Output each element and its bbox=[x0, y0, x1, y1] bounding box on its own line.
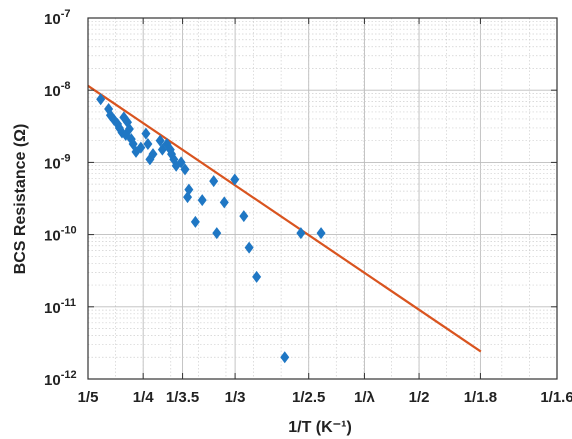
data-point bbox=[184, 183, 194, 196]
x-tick-label: 1/2.5 bbox=[292, 389, 325, 406]
x-tick-label: 1/λ bbox=[354, 389, 376, 406]
y-axis-title: BCS Resistance (Ω) bbox=[12, 124, 29, 275]
x-tick-label: 1/3 bbox=[225, 389, 246, 406]
data-point bbox=[239, 210, 249, 223]
data-point bbox=[96, 93, 106, 106]
x-tick-label: 1/4 bbox=[133, 389, 155, 406]
data-point bbox=[155, 134, 165, 147]
y-tick-label: 10-10 bbox=[44, 225, 77, 245]
data-point bbox=[219, 196, 229, 209]
data-point bbox=[136, 141, 146, 154]
data-point bbox=[180, 163, 190, 176]
data-point bbox=[230, 173, 240, 186]
data-point bbox=[212, 227, 222, 240]
data-point bbox=[209, 175, 219, 188]
data-point bbox=[280, 351, 290, 364]
y-tick-label: 10-9 bbox=[44, 152, 70, 172]
y-tick-label: 10-12 bbox=[44, 369, 77, 389]
data-point bbox=[176, 156, 186, 169]
x-tick-label: 1/2 bbox=[409, 389, 430, 406]
data-point bbox=[141, 127, 151, 140]
x-tick-label: 1/1.6 bbox=[540, 389, 572, 406]
x-axis-title: 1/T (K⁻¹) bbox=[288, 419, 352, 436]
x-tick-label: 1/5 bbox=[78, 389, 99, 406]
data-point bbox=[124, 123, 134, 136]
data-point bbox=[148, 148, 158, 161]
y-tick-label: 10-8 bbox=[44, 80, 70, 100]
tick-labels: 1/5 1/4 1/3.5 1/3 1/2.5 1/λ 1/2 1/1.8 1/1.6 10-12… bbox=[44, 8, 572, 406]
x-tick-label: 1/3.5 bbox=[166, 389, 199, 406]
data-point bbox=[244, 241, 254, 254]
data-point bbox=[197, 194, 207, 207]
axes bbox=[87, 17, 558, 380]
y-tick-label: 10-7 bbox=[44, 8, 70, 28]
y-tick-label: 10-11 bbox=[44, 297, 76, 317]
data-point bbox=[296, 227, 306, 240]
data-series bbox=[87, 84, 482, 364]
data-point bbox=[252, 270, 262, 283]
plot-frame bbox=[87, 17, 558, 380]
data-point bbox=[143, 137, 153, 150]
data-point bbox=[190, 215, 200, 228]
x-tick-label: 1/1.8 bbox=[464, 389, 497, 406]
fit-line bbox=[87, 84, 482, 353]
data-point bbox=[316, 227, 326, 240]
grid-lines bbox=[87, 17, 558, 380]
